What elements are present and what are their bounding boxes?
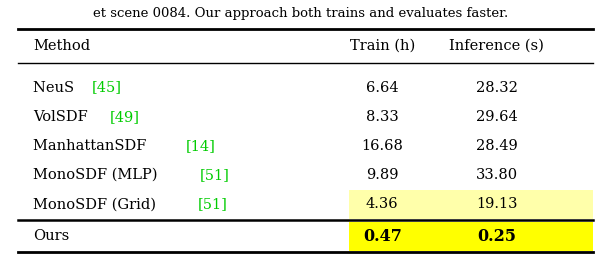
Text: [49]: [49] bbox=[110, 110, 140, 124]
Text: 28.32: 28.32 bbox=[476, 81, 518, 95]
Text: et scene 0084. Our approach both trains and evaluates faster.: et scene 0084. Our approach both trains … bbox=[93, 7, 509, 20]
Text: NeuS: NeuS bbox=[33, 81, 79, 95]
Text: 4.36: 4.36 bbox=[366, 197, 399, 211]
Text: 16.68: 16.68 bbox=[361, 139, 403, 153]
Bar bbox=[349, 222, 593, 251]
Text: Inference (s): Inference (s) bbox=[449, 39, 544, 53]
Text: 19.13: 19.13 bbox=[476, 197, 517, 211]
Text: ManhattanSDF: ManhattanSDF bbox=[33, 139, 151, 153]
Text: 9.89: 9.89 bbox=[366, 168, 399, 182]
Bar bbox=[349, 190, 593, 219]
Text: [14]: [14] bbox=[185, 139, 216, 153]
Text: 28.49: 28.49 bbox=[476, 139, 518, 153]
Text: [51]: [51] bbox=[200, 168, 229, 182]
Text: 0.25: 0.25 bbox=[477, 228, 516, 245]
Text: [45]: [45] bbox=[92, 81, 122, 95]
Text: 0.47: 0.47 bbox=[363, 228, 402, 245]
Text: Method: Method bbox=[33, 39, 90, 53]
Text: Train (h): Train (h) bbox=[350, 39, 415, 53]
Text: 8.33: 8.33 bbox=[366, 110, 399, 124]
Text: MonoSDF (MLP): MonoSDF (MLP) bbox=[33, 168, 162, 182]
Text: 6.64: 6.64 bbox=[366, 81, 399, 95]
Text: 33.80: 33.80 bbox=[476, 168, 518, 182]
Text: MonoSDF (Grid): MonoSDF (Grid) bbox=[33, 197, 161, 211]
Text: 29.64: 29.64 bbox=[476, 110, 518, 124]
Text: Ours: Ours bbox=[33, 229, 69, 244]
Text: [51]: [51] bbox=[198, 197, 228, 211]
Text: VolSDF: VolSDF bbox=[33, 110, 93, 124]
